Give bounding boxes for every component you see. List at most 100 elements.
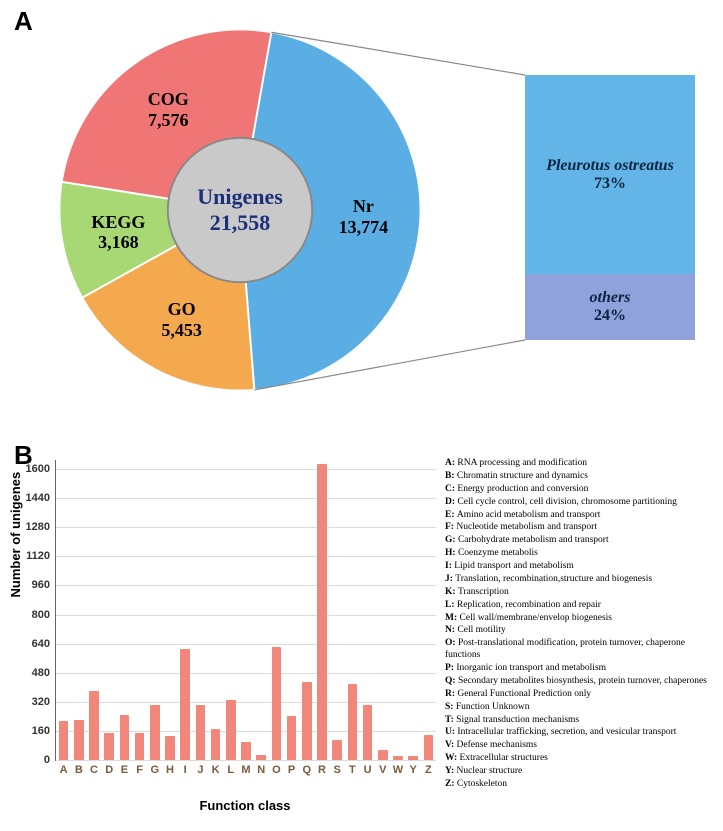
pie-label-go: GO5,453 [142,299,222,340]
xtick-label: Q [303,760,312,776]
figure-root: A Unigenes 21,558 Nr13,774 GO5,453 KEGG3,1… [0,0,723,831]
breakdown-seg: Pleurotus ostreatus73% [525,75,695,274]
legend-item-Z: Z: Cytoskeleton [445,779,720,791]
xtick-label: U [364,760,372,776]
ytick-label: 0 [44,754,56,766]
legend-item-V: V: Defense mechanisms [445,740,720,752]
pie-label-kegg: KEGG3,168 [78,212,158,253]
bar-J [196,705,205,760]
ytick-label: 1600 [26,463,56,475]
bar-P [287,716,296,760]
pie-center-bottom: 21,558 [197,210,283,236]
xtick-label: M [241,760,250,776]
xtick-label: O [272,760,281,776]
bar-T [348,684,357,760]
legend-item-F: F: Nucleotide metabolism and transport [445,522,720,534]
bar-M [241,742,250,760]
legend-item-N: N: Cell motility [445,625,720,637]
xtick-label: D [105,760,113,776]
bar-V [378,750,387,760]
pie-label-nr: Nr13,774 [323,196,403,237]
legend-item-M: M: Cell wall/membrane/envelop biogenesis [445,613,720,625]
legend-item-P: P: Inorganic ion transport and metabolis… [445,663,720,675]
pie-label-cog: COG7,576 [128,89,208,130]
legend-item-J: J: Translation, recombination,structure … [445,574,720,586]
ytick-label: 320 [32,696,56,708]
xtick-label: Z [425,760,432,776]
xtick-label: J [197,760,203,776]
legend-item-B: B: Chromatin structure and dynamics [445,471,720,483]
panel-a: Unigenes 21,558 Nr13,774 GO5,453 KEGG3,168… [0,0,723,430]
xtick-label: G [151,760,160,776]
bar-K [211,729,220,760]
xtick-label: T [349,760,356,776]
bar-F [135,733,144,760]
xtick-label: F [136,760,143,776]
legend-item-A: A: RNA processing and modification [445,458,720,470]
xtick-label: K [212,760,220,776]
xtick-label: L [227,760,234,776]
xtick-label: P [288,760,295,776]
bar-B [74,720,83,760]
pie-chart: Unigenes 21,558 Nr13,774 GO5,453 KEGG3,168… [50,20,430,400]
bar-Z [424,735,433,760]
legend-item-O: O: Post-translational modification, prot… [445,638,720,662]
xtick-label: Y [410,760,417,776]
legend-item-Q: Q: Secondary metabolites biosynthesis, p… [445,676,720,688]
pie-center-top: Unigenes [197,184,283,210]
xtick-label: N [257,760,265,776]
xtick-label: H [166,760,174,776]
bar-chart: 01603204806408009601120128014401600ABCDE… [55,460,435,760]
bar-C [89,691,98,760]
ytick-label: 960 [32,579,56,591]
ytick-label: 640 [32,638,56,650]
xtick-label: W [393,760,403,776]
legend-item-L: L: Replication, recombination and repair [445,600,720,612]
legend-item-U: U: Intracellular trafficking, secretion,… [445,727,720,739]
legend-item-E: E: Amino acid metabolism and transport [445,510,720,522]
panel-b: Number of unigenes 016032048064080096011… [0,440,723,830]
legend-item-Y: Y: Nuclear structure [445,766,720,778]
bar-O [272,647,281,760]
xtick-label: B [75,760,83,776]
xtick-label: V [379,760,386,776]
breakdown-seg: others24% [525,274,695,340]
xtick-label: A [60,760,68,776]
function-class-legend: A: RNA processing and modificationB: Chr… [445,458,720,792]
pie-center-label: Unigenes 21,558 [197,184,283,236]
ytick-label: 800 [32,609,56,621]
bar-G [150,705,159,760]
bar-U [363,705,372,760]
bar-Q [302,682,311,760]
legend-item-G: G: Carbohydrate metabolism and transport [445,535,720,547]
bar-I [180,649,189,760]
bar-H [165,736,174,760]
xtick-label: E [121,760,128,776]
legend-item-D: D: Cell cycle control, cell division, ch… [445,497,720,509]
ytick-label: 1280 [26,521,56,533]
ytick-label: 1120 [26,550,56,562]
bar-L [226,700,235,760]
bar-S [332,740,341,760]
bar-D [104,733,113,760]
legend-item-C: C: Energy production and conversion [445,484,720,496]
breakdown-bar: Pleurotus ostreatus73%others24% [525,75,695,340]
legend-item-H: H: Coenzyme metabolis [445,548,720,560]
y-axis-label: Number of unigenes [8,472,23,598]
bar-E [120,715,129,760]
legend-item-R: R: General Functional Prediction only [445,689,720,701]
x-axis-label: Function class [55,798,435,813]
xtick-label: I [184,760,187,776]
legend-item-I: I: Lipid transport and metabolism [445,561,720,573]
ytick-label: 160 [32,725,56,737]
xtick-label: R [318,760,326,776]
xtick-label: C [90,760,98,776]
legend-item-K: K: Transcription [445,587,720,599]
legend-item-W: W: Extracellular structures [445,753,720,765]
legend-item-T: T: Signal transduction mechanisms [445,715,720,727]
legend-item-S: S: Function Unknown [445,702,720,714]
bar-A [59,721,68,760]
bar-R [317,464,326,760]
ytick-label: 480 [32,667,56,679]
xtick-label: S [334,760,341,776]
